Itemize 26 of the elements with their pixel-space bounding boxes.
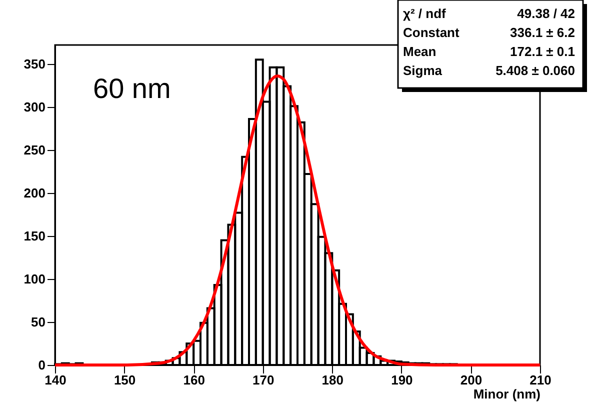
y-tick-label: 150 bbox=[24, 228, 46, 244]
y-tick-label: 100 bbox=[24, 271, 46, 286]
x-tick-label: 210 bbox=[530, 372, 552, 388]
annotation: 172.1 ± 0.1 bbox=[510, 44, 575, 59]
x-tick-label: 170 bbox=[252, 372, 274, 388]
y-tick-label: 350 bbox=[24, 56, 46, 72]
annotation: 5.408 ± 0.060 bbox=[496, 63, 575, 78]
y-tick-label: 50 bbox=[31, 314, 46, 330]
x-tick-label: 180 bbox=[322, 372, 344, 388]
x-tick-label: 140 bbox=[44, 372, 66, 388]
annotation: Mean bbox=[403, 44, 436, 59]
y-tick-label: 200 bbox=[24, 185, 46, 200]
y-tick-label: 0 bbox=[38, 358, 46, 372]
x-tick-label: 190 bbox=[391, 372, 413, 388]
text: 336.1 ± 6.2 bbox=[510, 25, 575, 40]
y-tick-label: 300 bbox=[24, 99, 46, 114]
text: Constant bbox=[403, 25, 460, 40]
text: χ² / ndf bbox=[403, 6, 447, 21]
x-tick-label: 160 bbox=[183, 372, 205, 388]
x-tick-label: 150 bbox=[114, 372, 136, 388]
x-tick-label: 200 bbox=[460, 372, 482, 388]
annotation: 60 nm bbox=[93, 73, 171, 104]
annotation: Sigma bbox=[403, 63, 443, 78]
y-tick-label: 250 bbox=[24, 142, 46, 158]
text: 49.38 / 42 bbox=[517, 6, 575, 21]
x-axis-title: Minor (nm) bbox=[473, 386, 540, 402]
